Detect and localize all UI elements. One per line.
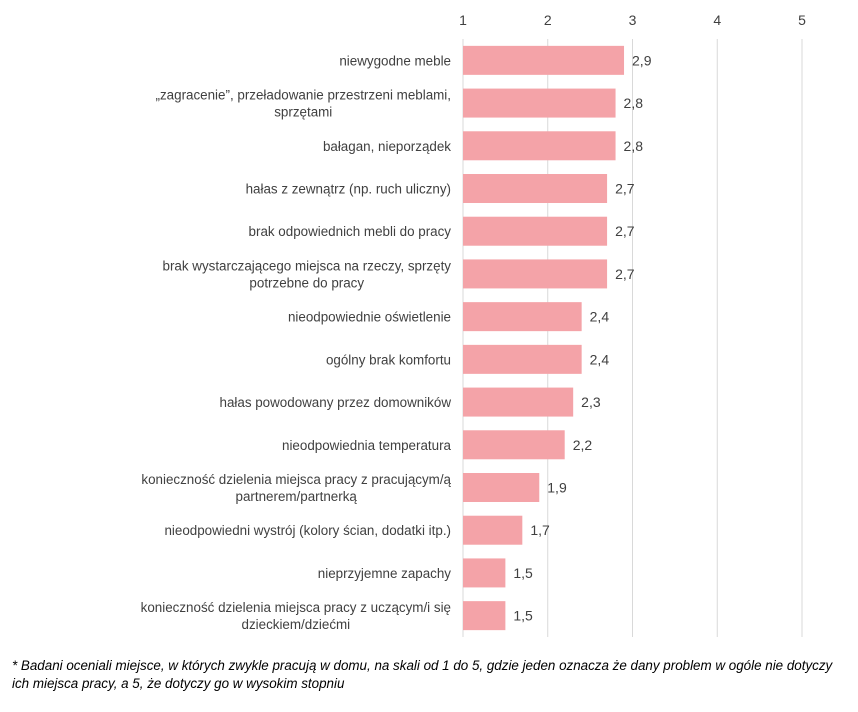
x-tick-label: 5 [798, 12, 806, 28]
category-label: hałas powodowany przez domowników [220, 395, 452, 410]
bar [463, 45, 625, 75]
x-tick-label: 2 [544, 12, 552, 28]
category-label: nieprzyjemne zapachy [318, 566, 452, 581]
bar [463, 430, 565, 460]
footnote: * Badani oceniali miejsce, w których zwy… [12, 658, 833, 691]
category-label: bałagan, nieporządek [323, 139, 451, 154]
bar [463, 558, 506, 588]
data-label: 2,8 [624, 95, 644, 111]
bar-chart: 1 2 3 4 5 2,9 niewygodne meble 2,8 „zagracenie”,… [141, 12, 806, 637]
data-label: 1,5 [513, 565, 533, 581]
category-label: konieczność dzielenia miejsca pracy z pr… [141, 472, 451, 504]
category-label-line: konieczność dzielenia miejsca pracy z uc… [141, 600, 451, 615]
category-label-line: potrzebne do pracy [249, 275, 364, 290]
category-label: nieodpowiednia temperatura [282, 438, 452, 453]
bar [463, 344, 582, 374]
category-label-line: hałas powodowany przez domowników [220, 395, 452, 410]
bar [463, 174, 608, 203]
category-label: brak wystarczającego miejsca na rzeczy, … [163, 258, 452, 290]
category-label-line: nieodpowiedni wystrój (kolory ścian, dod… [164, 523, 451, 538]
bar [463, 387, 574, 417]
x-tick-label: 4 [713, 12, 721, 28]
bar [463, 302, 582, 332]
category-label-line: ogólny brak komfortu [326, 352, 451, 367]
bar [463, 259, 608, 289]
category-label-line: brak wystarczającego miejsca na rzeczy, … [163, 258, 452, 273]
category-label: brak odpowiednich mebli do pracy [249, 224, 452, 239]
category-label: niewygodne meble [339, 53, 451, 68]
bar [463, 131, 616, 161]
category-label-line: partnerem/partnerką [236, 489, 358, 504]
category-label: nieodpowiedni wystrój (kolory ścian, dod… [164, 523, 451, 538]
category-label-line: nieodpowiednia temperatura [282, 438, 452, 453]
category-label: nieodpowiednie oświetlenie [288, 310, 451, 325]
bar [463, 88, 616, 118]
bar [463, 515, 523, 545]
bar [463, 473, 540, 502]
category-label: „zagracenie”, przeładowanie przestrzeni … [156, 88, 451, 120]
data-label: 2,7 [615, 223, 635, 239]
data-label: 2,9 [632, 52, 652, 68]
data-label: 1,7 [530, 522, 550, 538]
category-label-line: „zagracenie”, przeładowanie przestrzeni … [156, 88, 451, 103]
data-label: 2,7 [615, 266, 635, 282]
x-tick-label: 3 [629, 12, 637, 28]
data-label: 2,4 [590, 309, 610, 325]
category-label-line: konieczność dzielenia miejsca pracy z pr… [141, 472, 451, 487]
bar [463, 216, 608, 246]
bar [463, 601, 506, 631]
category-label: hałas z zewnątrz (np. ruch uliczny) [246, 182, 451, 197]
category-label: ogólny brak komfortu [326, 352, 451, 367]
category-label-line: nieodpowiednie oświetlenie [288, 310, 451, 325]
category-label-line: bałagan, nieporządek [323, 139, 451, 154]
x-tick-label: 1 [459, 12, 467, 28]
data-label: 1,9 [547, 480, 567, 496]
category-label-line: dzieckiem/dziećmi [242, 617, 351, 632]
category-label: konieczność dzielenia miejsca pracy z uc… [141, 600, 451, 632]
data-label: 2,8 [624, 138, 644, 154]
data-label: 2,7 [615, 181, 635, 197]
category-label-line: hałas z zewnątrz (np. ruch uliczny) [246, 182, 451, 197]
category-label-line: brak odpowiednich mebli do pracy [249, 224, 452, 239]
category-label-line: sprzętami [274, 105, 332, 120]
data-label: 2,3 [581, 394, 601, 410]
category-label-line: nieprzyjemne zapachy [318, 566, 452, 581]
data-label: 2,4 [590, 351, 610, 367]
category-label-line: niewygodne meble [339, 53, 451, 68]
data-label: 1,5 [513, 608, 533, 624]
data-label: 2,2 [573, 437, 593, 453]
